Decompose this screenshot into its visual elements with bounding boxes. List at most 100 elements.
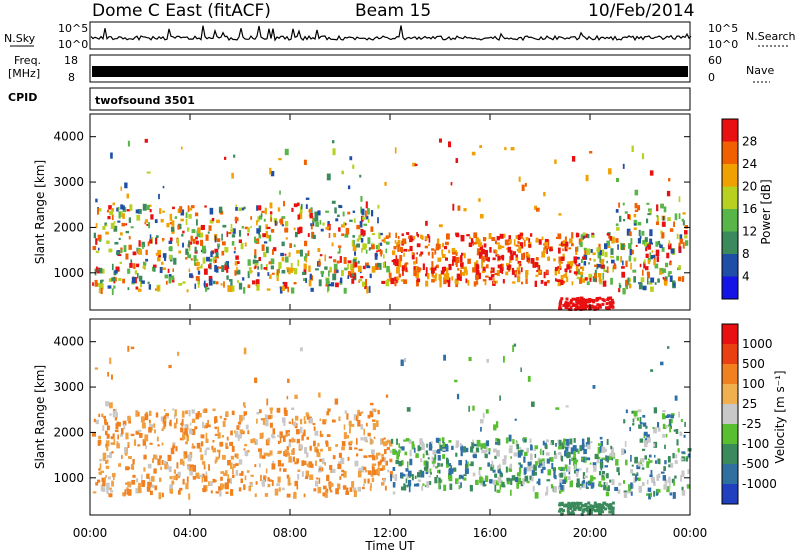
data-cell [306, 436, 309, 440]
data-cell [359, 220, 363, 228]
data-cell [258, 234, 262, 239]
data-cell [368, 247, 371, 251]
data-cell [101, 268, 105, 274]
data-cell [576, 504, 580, 508]
data-cell [168, 276, 172, 284]
data-cell [281, 216, 286, 219]
data-cell [348, 420, 352, 426]
data-cell [546, 458, 550, 464]
data-cell [662, 276, 665, 280]
data-cell [407, 479, 412, 487]
data-cell [251, 280, 256, 285]
data-cell [577, 271, 580, 275]
data-cell [124, 182, 128, 189]
data-cell [214, 235, 217, 243]
data-cell [106, 454, 110, 458]
data-cell [595, 297, 599, 301]
data-cell [161, 238, 165, 241]
ytick-label: 4000 [53, 130, 84, 144]
data-cell [201, 476, 204, 483]
data-cell [338, 461, 342, 464]
data-cell [164, 274, 169, 279]
data-cell [305, 476, 309, 480]
data-cell [326, 434, 331, 437]
data-cell [429, 468, 432, 474]
data-cell [611, 259, 615, 264]
data-cell [265, 246, 269, 254]
data-cell [479, 474, 482, 478]
data-cell [253, 255, 257, 259]
data-cell [100, 470, 105, 473]
data-cell [284, 449, 288, 454]
data-cell [112, 433, 115, 438]
data-cell [649, 238, 653, 245]
data-cell [681, 470, 685, 477]
time-axis: 00:00 04:00 08:00 12:00 16:00 20:00 00:00 [73, 114, 707, 540]
data-cell [414, 475, 417, 479]
data-cell [493, 277, 495, 284]
data-cell [657, 278, 660, 283]
data-cell [586, 304, 590, 308]
data-cell [202, 257, 206, 264]
data-cell [354, 447, 358, 450]
data-cell [255, 481, 258, 485]
data-cell [606, 438, 609, 445]
data-cell [422, 453, 425, 459]
data-cell [243, 484, 246, 491]
data-cell [473, 242, 477, 245]
data-cell [510, 254, 514, 261]
data-cell [188, 207, 193, 211]
data-cell [596, 507, 600, 511]
data-cell [570, 480, 573, 487]
nsky-tick-high: 10^5 [58, 22, 88, 35]
data-cell [267, 439, 270, 444]
data-cell [281, 269, 286, 274]
power-data [92, 138, 689, 312]
data-cell [420, 470, 425, 478]
data-cell [256, 418, 258, 424]
data-cell [549, 248, 553, 252]
data-cell [535, 274, 539, 277]
data-cell [343, 470, 347, 478]
data-cell [215, 456, 220, 460]
data-cell [669, 275, 673, 282]
data-cell [597, 503, 601, 507]
data-cell [305, 204, 308, 209]
data-cell [583, 448, 587, 455]
colorbar-frame [721, 323, 739, 505]
data-cell [225, 442, 228, 447]
data-cell [288, 252, 291, 258]
data-cell [664, 460, 667, 465]
data-cell [603, 485, 607, 491]
data-cell [637, 409, 642, 413]
data-cell [484, 453, 488, 459]
data-cell [512, 251, 516, 256]
data-cell [602, 280, 607, 287]
ytick-label: 1000 [53, 266, 84, 280]
data-cell [230, 462, 233, 469]
data-cell [144, 221, 147, 225]
colorbar-tick-label: 20 [742, 180, 757, 194]
data-cell [171, 480, 175, 485]
data-cell [294, 415, 299, 421]
data-cell [576, 256, 580, 260]
data-cell [611, 452, 615, 458]
data-cell [302, 432, 305, 436]
data-cell [527, 260, 530, 264]
data-cell [492, 469, 496, 473]
data-cell [98, 471, 101, 475]
data-cell [221, 241, 226, 246]
data-cell [542, 466, 546, 470]
data-cell [534, 280, 538, 288]
data-cell [150, 214, 154, 220]
data-cell [119, 433, 123, 437]
data-cell [560, 512, 564, 516]
data-cell [223, 281, 225, 288]
data-cell [653, 491, 656, 496]
data-cell [448, 263, 452, 271]
data-cell [269, 167, 272, 175]
data-cell [667, 273, 670, 277]
data-cell [454, 379, 458, 383]
data-cell [245, 424, 249, 430]
data-cell [279, 431, 283, 439]
